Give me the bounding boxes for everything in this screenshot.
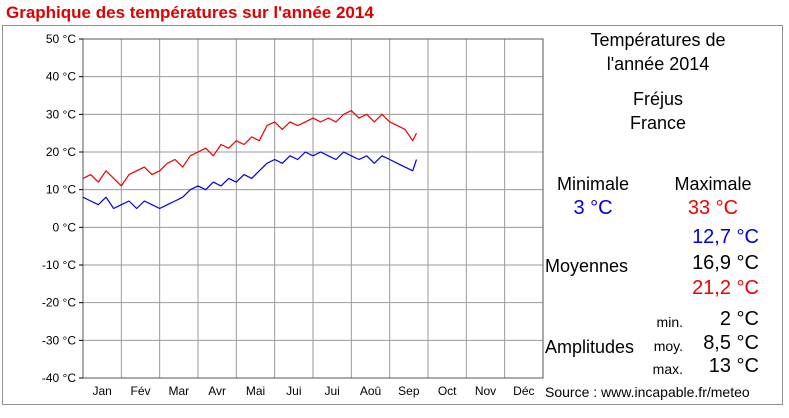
y-tick-label: -30 °C [42, 333, 76, 347]
series-lines [82, 109, 418, 210]
x-tick-label: Mar [168, 384, 189, 398]
x-tick-label: Aoû [360, 384, 381, 398]
y-tick-label: 40 °C [46, 70, 76, 84]
y-tick-label: -20 °C [42, 296, 76, 310]
x-tick-label: Sep [398, 384, 420, 398]
page-title: Graphique des températures sur l'année 2… [6, 3, 374, 22]
grid [82, 38, 544, 379]
y-tick-label: 30 °C [46, 107, 76, 121]
panel-heading-line1: Températures de [590, 30, 726, 50]
x-tick-label: Nov [475, 384, 496, 398]
plot-border [82, 38, 544, 379]
panel-city: Fréjus [632, 89, 683, 109]
amplitudes-label: Amplitudes [545, 337, 635, 357]
amplitude-moy-value: 8,5 °C [703, 332, 759, 354]
amplitude-max-label: max. [652, 361, 683, 377]
max-label: Maximale [674, 174, 752, 194]
amplitude-min-label: min. [656, 314, 683, 330]
x-tick-label: Jan [92, 384, 111, 398]
x-tick-label: Avr [208, 384, 226, 398]
min-value: 3 °C [573, 197, 613, 219]
x-tick-label: Fév [130, 384, 150, 398]
x-tick-label: Jui [286, 384, 301, 398]
amplitude-max-value: 13 °C [708, 355, 759, 377]
moyenne-max-value: 21,2 °C [692, 277, 759, 299]
source-credit: Source : www.incapable.fr/meteo [545, 384, 750, 400]
temperature-chart: 50 °C 40 °C 30 °C 20 °C 10 °C 0 °C -10 °C -20 °… [42, 32, 544, 398]
moyenne-min-value: 12,7 °C [692, 226, 759, 248]
y-tick-label: 10 °C [46, 183, 76, 197]
max-value: 33 °C [687, 197, 739, 219]
y-tick-label: 20 °C [46, 145, 76, 159]
panel-heading-line2: l'année 2014 [606, 54, 710, 74]
x-tick-label: Mai [246, 384, 265, 398]
x-tick-label: Déc [513, 384, 534, 398]
amplitude-moy-label: moy. [653, 338, 683, 354]
x-tick-label: Jui [324, 384, 339, 398]
amplitude-min-value: 2 °C [719, 308, 759, 330]
min-label: Minimale [556, 174, 630, 194]
max-temperature-line [82, 109, 418, 187]
moyennes-label: Moyennes [545, 256, 629, 276]
chart-frame: 50 °C 40 °C 30 °C 20 °C 10 °C 0 °C -10 °C -20 °… [2, 25, 783, 405]
panel-country: France [629, 113, 687, 133]
y-axis-ticks: 50 °C 40 °C 30 °C 20 °C 10 °C 0 °C -10 °C -20 °… [42, 32, 83, 385]
x-axis-ticks: Jan Fév Mar Avr Mai Jui Jui Aoû Sep Oct Nov Déc [92, 384, 534, 398]
y-tick-label: 0 °C [53, 220, 77, 234]
y-tick-label: 50 °C [46, 32, 76, 46]
x-tick-label: Oct [438, 384, 457, 398]
min-temperature-line [82, 151, 418, 210]
y-tick-label: -10 °C [42, 258, 76, 272]
moyenne-mean-value: 16,9 °C [692, 252, 759, 274]
y-tick-label: -40 °C [42, 371, 76, 385]
